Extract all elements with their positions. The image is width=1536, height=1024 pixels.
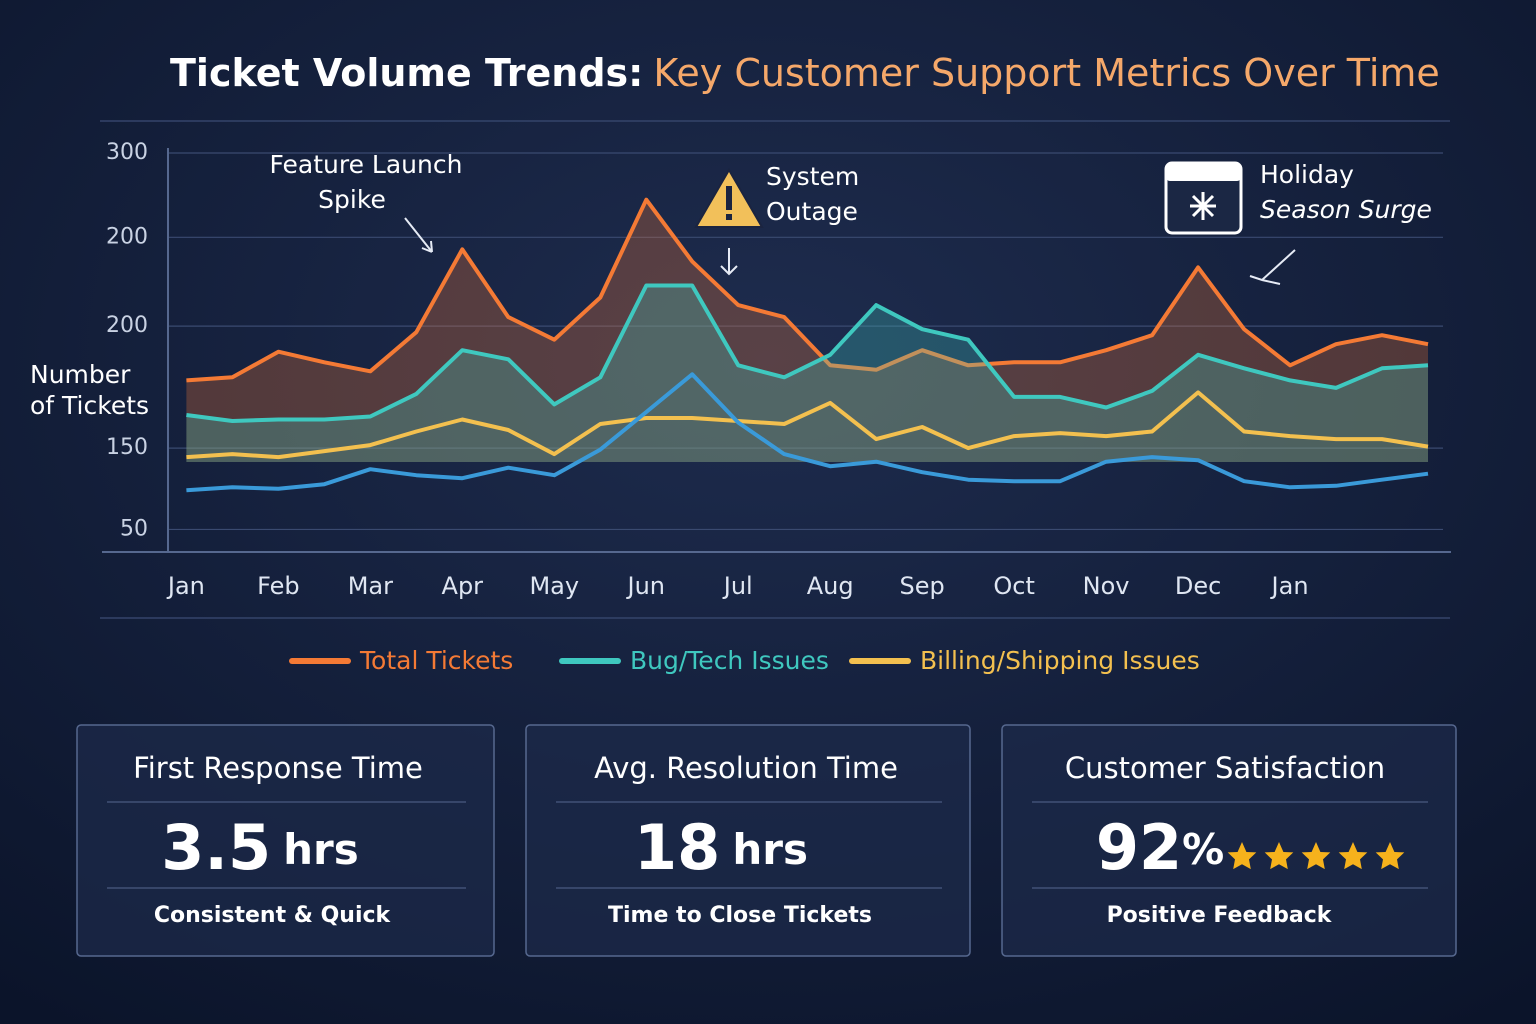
y-axis-label-line: Number (30, 360, 131, 389)
legend-label: Total Tickets (359, 646, 513, 675)
kpi-number: 92 (1096, 811, 1182, 884)
kpi-title: First Response Time (133, 751, 423, 785)
annotation-arrow (404, 217, 433, 253)
kpi-card (76, 724, 495, 957)
x-tick-label: Oct (993, 572, 1035, 600)
annotation: System (766, 162, 859, 191)
kpi-unit: hrs (732, 825, 808, 874)
x-tick-label: Mar (348, 572, 393, 600)
title: Ticket Volume Trends: Key Customer Suppor… (170, 51, 1440, 95)
annotation: Holiday (1260, 160, 1354, 189)
y-tick-label: 200 (106, 224, 148, 249)
x-tick-label: Jan (1270, 572, 1309, 600)
kpi-value: 92% (1096, 811, 1224, 884)
title-main: Ticket Volume Trends: (170, 51, 643, 95)
y-tick-label: 300 (106, 140, 148, 165)
x-tick-label: Sep (900, 572, 945, 600)
x-tick-label: Feb (257, 572, 300, 600)
kpi-card (525, 724, 971, 957)
x-tick-label: Jun (626, 572, 666, 600)
y-axis-label-line: of Tickets (30, 391, 149, 420)
legend: Total Tickets Bug/Tech Issues Billing/Ship… (289, 646, 1200, 675)
kpi-value: 18 hrs (634, 811, 808, 884)
series-line (186, 390, 1429, 460)
annotation: Spike (318, 185, 386, 214)
kpi-value: 3.5 hrs (161, 811, 358, 884)
kpi-note: Positive Feedback (1107, 903, 1333, 928)
y-tick-label: 200 (106, 313, 148, 338)
series-line (186, 372, 1429, 493)
series-area (186, 199, 1429, 462)
kpi-number: 18 (634, 811, 720, 884)
series-line (186, 283, 1429, 423)
annotation: Feature Launch (270, 150, 463, 179)
x-tick-label: Apr (442, 572, 484, 600)
kpi-unit: hrs (283, 825, 359, 874)
kpi-title: Customer Satisfaction (1065, 751, 1385, 785)
x-tick-label: Jan (166, 572, 205, 600)
kpi-title: Avg. Resolution Time (594, 751, 898, 785)
series-line (186, 197, 1429, 383)
legend-label: Billing/Shipping Issues (920, 646, 1200, 675)
annotation-arrow (720, 248, 738, 276)
x-tick-label: Aug (807, 572, 854, 600)
y-tick-label: 50 (120, 516, 148, 541)
plot: 300 200 200 150 50 Jan Feb Mar Apr May Jun Jul Aug Se… (102, 140, 1451, 600)
x-tick-label: May (529, 572, 579, 600)
annotation: Outage (766, 197, 858, 226)
annotation-arrow (1249, 249, 1296, 285)
y-axis-label: Number of Tickets (30, 360, 149, 420)
y-tick-label: 150 (106, 435, 148, 460)
kpi-note: Time to Close Tickets (608, 903, 872, 928)
kpi-unit: % (1182, 825, 1224, 874)
x-tick-label: Dec (1175, 572, 1221, 600)
kpi-note: Consistent & Quick (154, 903, 392, 928)
x-tick-label: Nov (1083, 572, 1130, 600)
x-tick-label: Jul (722, 572, 753, 600)
kpi-card (1001, 724, 1457, 957)
calendar-top (1166, 163, 1241, 181)
warning-mark (726, 186, 732, 210)
series-area (186, 285, 1429, 462)
warning-dot (726, 214, 732, 220)
annotation: Season Surge (1260, 195, 1432, 224)
title-sub: Key Customer Support Metrics Over Time (653, 51, 1439, 95)
legend-label: Bug/Tech Issues (630, 646, 829, 675)
calendar-snowflake (1190, 192, 1216, 220)
kpi-number: 3.5 (161, 811, 271, 884)
